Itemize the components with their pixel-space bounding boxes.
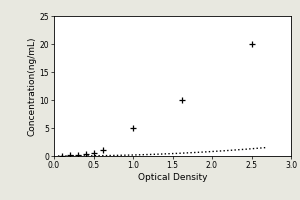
Y-axis label: Concentration(ng/mL): Concentration(ng/mL) <box>28 36 37 136</box>
X-axis label: Optical Density: Optical Density <box>138 173 207 182</box>
